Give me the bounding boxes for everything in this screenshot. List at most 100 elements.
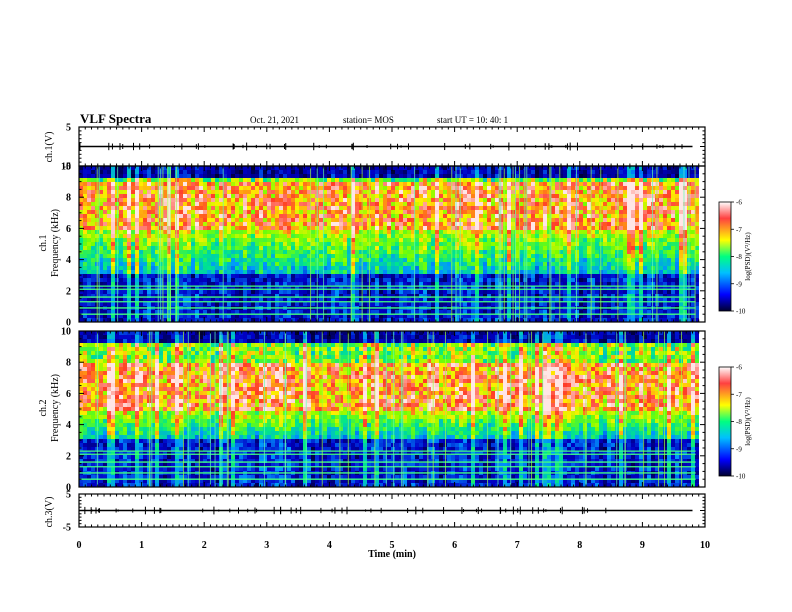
spectrogram-cell (363, 194, 367, 198)
spectrogram-cell (399, 274, 403, 278)
spectrogram-cell (123, 166, 127, 170)
spectrogram-cell (343, 194, 347, 198)
spectrogram-cell (443, 282, 447, 286)
spectrogram-cell (135, 222, 139, 226)
spectrogram-cell (291, 274, 295, 278)
spectrogram-cell (459, 314, 463, 318)
spectrogram-cell (303, 202, 307, 206)
spectrogram-cell (571, 250, 575, 254)
spectrogram-cell (103, 282, 107, 286)
spectrogram-cell (507, 250, 511, 254)
spectrogram-cell (459, 186, 463, 190)
spectrogram-cell (103, 214, 107, 218)
spectrogram-cell (455, 170, 459, 174)
spectrogram-cell (403, 210, 407, 214)
spectrogram-cell (203, 270, 207, 274)
spectrogram-cell (275, 194, 279, 198)
spectrogram-cell (235, 250, 239, 254)
spectrogram-cell (347, 266, 351, 270)
spectrogram-cell (331, 182, 335, 186)
spectrogram-cell (487, 290, 491, 294)
spectrogram-cell (151, 166, 155, 170)
spectrogram-cell (191, 182, 195, 186)
spectrogram-cell (163, 270, 167, 274)
spectrogram-cell (571, 198, 575, 202)
spectrogram-cell (151, 270, 155, 274)
spectrogram-cell (467, 186, 471, 190)
spectrogram-cell (139, 242, 143, 246)
spectrogram-cell (375, 298, 379, 302)
spectrogram-cell (363, 302, 367, 306)
spectrogram-cell (127, 210, 131, 214)
spectrogram-cell (167, 230, 171, 234)
spectrogram-cell (251, 286, 255, 290)
spectrogram-cell (339, 242, 343, 246)
spectrogram-cell (455, 230, 459, 234)
spectrogram-cell (571, 286, 575, 290)
spectrogram-cell (319, 314, 323, 318)
spectrogram-cell (299, 314, 303, 318)
spectrogram-cell (263, 286, 267, 290)
spectrogram-cell (267, 242, 271, 246)
spectrogram-cell (243, 262, 247, 266)
spectrogram-cell (311, 210, 315, 214)
spectrogram-cell (147, 318, 151, 322)
spectrogram-cell (275, 182, 279, 186)
spectrogram-cell (443, 198, 447, 202)
spectrogram-cell (491, 174, 495, 178)
spectrogram-cell (139, 270, 143, 274)
spectrogram-cell (543, 318, 547, 322)
spectrogram-cell (243, 258, 247, 262)
spectrogram-cell (119, 302, 123, 306)
spectrogram-cell (355, 214, 359, 218)
spectrogram-cell (379, 298, 383, 302)
spectrogram-cell (347, 206, 351, 210)
spectrogram-cell (383, 290, 387, 294)
spectrogram-cell (87, 206, 91, 210)
spectrogram-cell (507, 242, 511, 246)
spectrogram-cell (111, 214, 115, 218)
spectrogram-cell (219, 166, 223, 170)
spectrogram-cell (435, 278, 439, 282)
spectrogram-cell (79, 218, 83, 222)
spectrogram-cell (163, 194, 167, 198)
spectrogram-cell (483, 266, 487, 270)
spectrogram-cell (567, 230, 571, 234)
spectrogram-cell (587, 186, 591, 190)
spectrogram-cell (587, 206, 591, 210)
spectrogram-cell (467, 266, 471, 270)
spectrogram-cell (471, 282, 475, 286)
spectrogram-cell (391, 230, 395, 234)
spectrogram-cell (567, 258, 571, 262)
spectrogram-cell (259, 262, 263, 266)
spectrogram-cell (371, 254, 375, 258)
spectrogram-cell (415, 258, 419, 262)
spectrogram-cell (515, 278, 519, 282)
spectrogram-cell (239, 242, 243, 246)
spectrogram-cell (143, 318, 147, 322)
spectrogram-cell (335, 202, 339, 206)
spectrogram-cell (167, 194, 171, 198)
spectrogram-cell (507, 170, 511, 174)
spectrogram-cell (91, 210, 95, 214)
spectrogram-cell (555, 254, 559, 258)
spectrogram-cell (319, 318, 323, 322)
spectrogram-cell (211, 274, 215, 278)
spectrogram-cell (495, 202, 499, 206)
spectrogram-cell (415, 178, 419, 182)
spectrogram-cell (263, 186, 267, 190)
spectrogram-cell (279, 302, 283, 306)
spectrogram-cell (535, 202, 539, 206)
spectrogram-cell (251, 226, 255, 230)
spectrogram-cell (283, 206, 287, 210)
spectrogram-cell (139, 182, 143, 186)
spectrogram-cell (539, 234, 543, 238)
spectrogram-cell (395, 258, 399, 262)
spectrogram-cell (283, 314, 287, 318)
spectrogram-cell (403, 262, 407, 266)
spectrogram-cell (287, 190, 291, 194)
spectrogram-cell (519, 286, 523, 290)
spectrogram-cell (79, 278, 83, 282)
spectrogram-cell (139, 202, 143, 206)
spectrogram-cell (459, 238, 463, 242)
